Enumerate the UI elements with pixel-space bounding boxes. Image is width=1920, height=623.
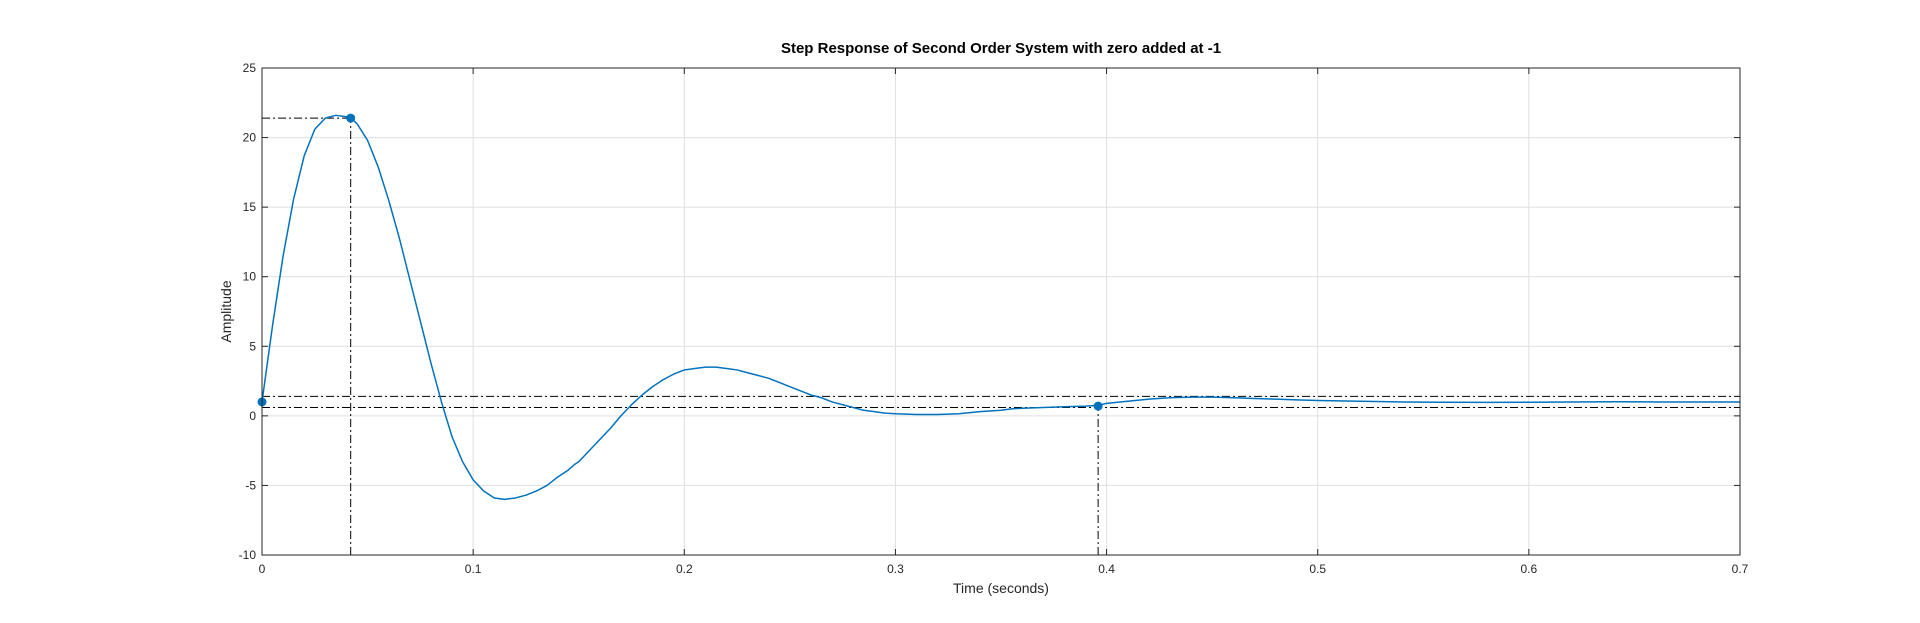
series-layer — [261, 114, 1740, 501]
y-tick-label: 20 — [243, 131, 257, 145]
y-tick-label: 0 — [249, 409, 256, 423]
plot-area — [262, 68, 1740, 555]
characteristic-marker — [346, 113, 356, 123]
x-tick-label: 0.3 — [887, 562, 904, 576]
marker-layer — [257, 113, 1103, 411]
y-tick-label: 15 — [243, 200, 257, 214]
y-tick-label: 25 — [243, 61, 257, 75]
x-tick-label: 0.5 — [1309, 562, 1326, 576]
x-tick-label: 0 — [259, 562, 266, 576]
x-tick-label: 0.7 — [1732, 562, 1749, 576]
tick-labels: 0 0.1 0.2 0.3 0.4 0.5 0.6 0.7 -10 -5 0 5 10 15 20 25 — [239, 61, 1749, 576]
x-tick-label: 0.2 — [676, 562, 693, 576]
step-response-line — [261, 114, 1740, 501]
x-axis-label: Time (seconds) — [953, 580, 1049, 596]
y-tick-label: -10 — [239, 548, 257, 562]
chart-title: Step Response of Second Order System wit… — [781, 40, 1221, 57]
x-tick-label: 0.1 — [465, 562, 482, 576]
y-axis-label: Amplitude — [218, 280, 234, 342]
x-tick-label: 0.6 — [1521, 562, 1538, 576]
y-tick-label: -5 — [245, 478, 256, 492]
y-tick-label: 5 — [249, 339, 256, 353]
plot-frame — [261, 67, 1741, 556]
x-tick-label: 0.4 — [1098, 562, 1115, 576]
characteristic-marker — [1093, 401, 1103, 411]
y-tick-label: 10 — [243, 270, 257, 284]
